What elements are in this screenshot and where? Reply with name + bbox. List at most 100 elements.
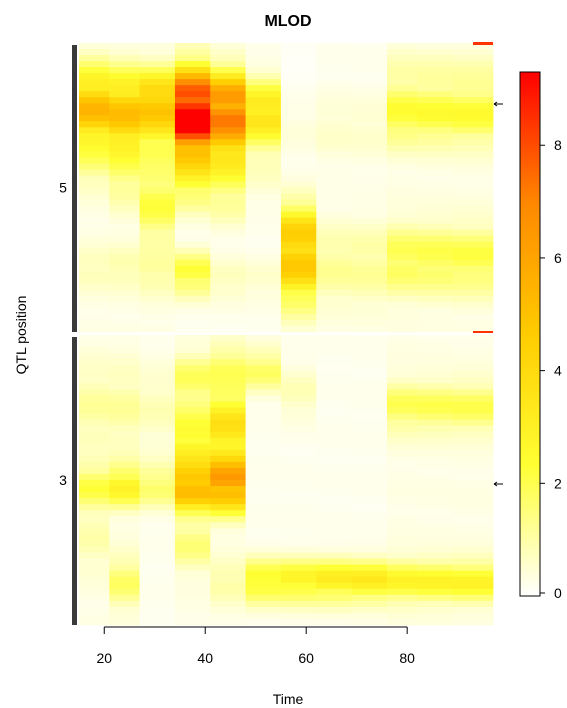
heatmap-cell <box>174 313 211 321</box>
heatmap-cell <box>280 594 317 602</box>
heatmap-cell <box>386 85 418 92</box>
heatmap-cell <box>452 401 494 408</box>
heatmap-cell <box>79 437 110 445</box>
heatmap-cell <box>174 546 211 553</box>
heatmap-cell <box>174 359 211 366</box>
heatmap-cell <box>351 365 388 372</box>
heatmap-cell <box>210 552 247 559</box>
heatmap-cell <box>386 49 418 56</box>
heatmap-cell <box>316 307 353 315</box>
heatmap-cell <box>139 187 176 194</box>
heatmap-cell <box>351 582 388 590</box>
heatmap-cell <box>210 582 247 590</box>
heatmap-cell <box>210 289 247 297</box>
heatmap-cell <box>79 341 110 348</box>
heatmap-cell <box>316 437 353 445</box>
heatmap-cell <box>280 253 317 261</box>
heatmap-cell <box>174 383 211 390</box>
heatmap-cell <box>139 91 176 98</box>
heatmap-cell <box>79 564 110 572</box>
heatmap-cell <box>109 540 140 547</box>
heatmap-cell <box>452 49 494 56</box>
heatmap-cell <box>351 265 388 273</box>
heatmap-cell <box>280 510 317 517</box>
heatmap-cell <box>139 133 176 140</box>
heatmap-cell <box>417 389 454 396</box>
heatmap-cell <box>109 353 140 360</box>
heatmap-cell <box>139 419 176 427</box>
heatmap-cell <box>139 181 176 188</box>
heatmap-cell <box>452 564 494 572</box>
heatmap-cell <box>417 353 454 360</box>
heatmap-cell <box>79 247 110 255</box>
heatmap-cell <box>417 588 454 596</box>
heatmap-cell <box>174 247 211 255</box>
heatmap-cell <box>351 211 388 218</box>
heatmap-cell <box>417 247 454 255</box>
heatmap-cell <box>210 510 247 517</box>
heatmap-cell <box>139 229 176 237</box>
heatmap-cell <box>210 139 247 146</box>
heatmap-cell <box>79 588 110 596</box>
heatmap-cell <box>386 335 418 342</box>
heatmap-cell <box>79 359 110 366</box>
heatmap-cell <box>79 492 110 499</box>
heatmap-cell <box>245 576 282 584</box>
heatmap-cell <box>452 570 494 578</box>
heatmap-cell <box>109 594 140 602</box>
heatmap-cell <box>245 199 282 206</box>
heatmap-cell <box>452 79 494 86</box>
heatmap-cell <box>452 443 494 451</box>
heatmap-cell <box>109 43 140 50</box>
heatmap-cell <box>245 253 282 261</box>
heatmap-cell <box>316 313 353 321</box>
heatmap-cell <box>210 335 247 342</box>
heatmap-cell <box>245 241 282 249</box>
heatmap-cell <box>210 199 247 206</box>
heatmap-cell <box>316 473 353 481</box>
heatmap-cell <box>245 271 282 279</box>
heatmap-cell <box>351 546 388 553</box>
heatmap-cell <box>316 467 353 475</box>
heatmap-cell <box>316 133 353 140</box>
heatmap-cell <box>316 492 353 499</box>
heatmap-cell <box>280 79 317 86</box>
heatmap-cell <box>316 145 353 152</box>
heatmap-cell <box>174 127 211 134</box>
heatmap-cell <box>280 103 317 110</box>
heatmap-cell <box>417 301 454 309</box>
heatmap-cell <box>210 229 247 237</box>
heatmap-cell <box>139 443 176 451</box>
heatmap-cell <box>386 223 418 231</box>
heatmap-cell <box>109 407 140 414</box>
heatmap-cell <box>386 395 418 402</box>
heatmap-cell <box>210 79 247 86</box>
heatmap-cell <box>386 241 418 249</box>
heatmap-cell <box>210 163 247 170</box>
heatmap-cell <box>316 91 353 98</box>
heatmap-cell <box>109 145 140 152</box>
heatmap-cell <box>139 407 176 414</box>
heatmap-cell <box>452 359 494 366</box>
chromosome-bar <box>72 337 77 625</box>
heatmap-cell <box>245 389 282 396</box>
heatmap-cell <box>174 283 211 291</box>
heatmap-cell <box>174 552 211 559</box>
heatmap-cell <box>452 127 494 134</box>
heatmap-cell <box>79 175 110 182</box>
heatmap-cell <box>245 558 282 565</box>
heatmap-cell <box>452 618 494 626</box>
heatmap-cell <box>316 85 353 92</box>
heatmap-cell <box>452 289 494 297</box>
heatmap-cell <box>280 271 317 279</box>
heatmap-cell <box>109 558 140 565</box>
heatmap-cell <box>79 265 110 273</box>
heatmap-cell <box>386 576 418 584</box>
heatmap-cell <box>210 413 247 420</box>
heatmap-cell <box>109 301 140 309</box>
heatmap-cell <box>174 307 211 315</box>
heatmap-cell <box>245 193 282 200</box>
heatmap-cell <box>109 313 140 321</box>
heatmap-cell <box>79 199 110 206</box>
heatmap-cell <box>109 55 140 62</box>
